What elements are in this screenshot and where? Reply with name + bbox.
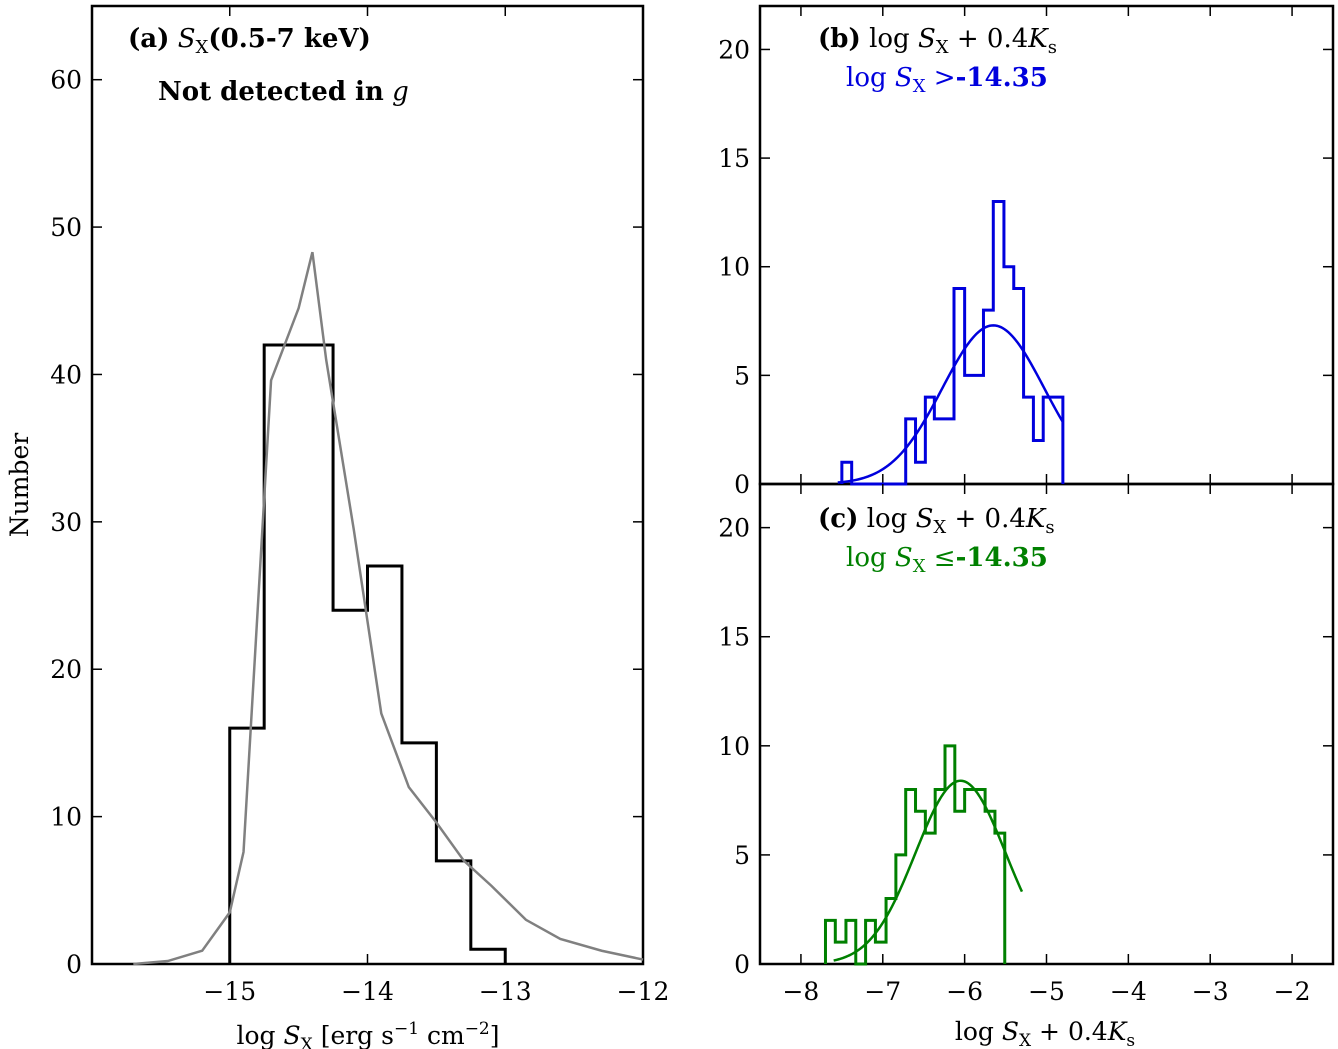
y-tick-label-b: 15: [718, 144, 750, 173]
y-tick-label-b: 10: [718, 253, 750, 282]
y-tick-label-a: 50: [50, 213, 82, 242]
x-tick-label-c: −2: [1274, 977, 1311, 1006]
y-tick-label-b: 5: [734, 361, 750, 390]
y-axis-label: Number: [5, 433, 34, 537]
y-tick-label-c: 15: [718, 623, 750, 652]
panel-b-condition: log SX >-14.35: [846, 63, 1048, 97]
panel-a-title: (a) SX(0.5-7 keV): [128, 24, 371, 58]
x-tick-label-c: −6: [946, 977, 983, 1006]
y-tick-label-a: 0: [66, 950, 82, 979]
panel-c-xlabel: log SX + 0.4Ks: [955, 1017, 1135, 1049]
histogram-a: [228, 343, 507, 964]
histogram-b: [840, 200, 1065, 486]
panel-a-xlabel: log SX [erg s−1 cm−2]: [236, 1019, 499, 1049]
x-tick-label-a: −13: [479, 977, 532, 1006]
y-tick-label-a: 10: [50, 803, 82, 832]
panel-a-frame: [90, 4, 645, 966]
panel-c-condition: log SX ≤-14.35: [846, 543, 1048, 577]
x-tick-label-a: −12: [617, 977, 670, 1006]
y-tick-label-c: 0: [734, 950, 750, 979]
gaussian-fit-c: [833, 779, 1024, 962]
x-tick-label-c: −4: [1110, 977, 1147, 1006]
x-tick-label-c: −8: [782, 977, 819, 1006]
x-tick-label-a: −14: [341, 977, 394, 1006]
x-tick-label-c: −5: [1028, 977, 1065, 1006]
y-tick-label-a: 30: [50, 508, 82, 537]
y-tick-label-c: 20: [718, 514, 750, 543]
y-tick-label-a: 40: [50, 360, 82, 389]
panel-a-note: Not detected in g: [158, 77, 409, 107]
model-curve-a: [133, 251, 644, 966]
gaussian-fit-b: [837, 324, 1064, 484]
y-tick-label-a: 60: [50, 66, 82, 95]
y-tick-label-c: 10: [718, 732, 750, 761]
x-tick-label-c: −3: [1192, 977, 1229, 1006]
y-tick-label-c: 5: [734, 841, 750, 870]
y-tick-label-b: 20: [718, 35, 750, 64]
x-tick-label-c: −7: [864, 977, 901, 1006]
x-tick-label-a: −15: [203, 977, 256, 1006]
panel-b-title: (b) log SX + 0.4Ks: [818, 24, 1057, 58]
y-tick-label-b: 0: [734, 470, 750, 499]
panel-c-title: (c) log SX + 0.4Ks: [818, 504, 1055, 538]
y-tick-label-a: 20: [50, 655, 82, 684]
